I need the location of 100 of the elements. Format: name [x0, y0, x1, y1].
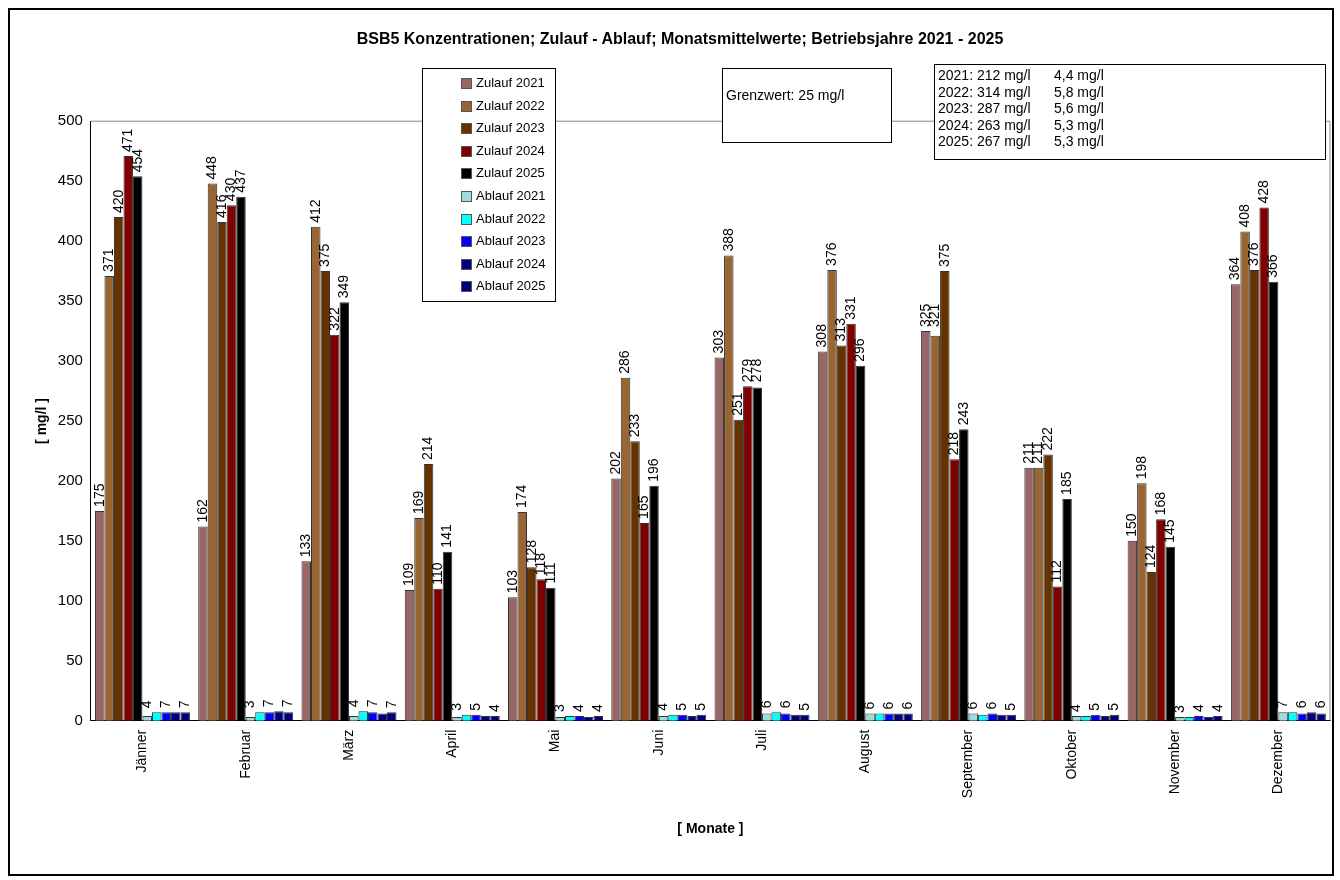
data-label: 366: [1264, 254, 1281, 278]
data-label: 7: [260, 699, 277, 708]
data-label: 3: [551, 703, 568, 712]
y-tick-label: 350: [57, 291, 83, 309]
data-label: 4: [1067, 703, 1084, 712]
data-label: 6: [860, 701, 877, 710]
data-label: 198: [1132, 455, 1149, 480]
data-label: 169: [409, 490, 426, 515]
x-tick-label: April: [443, 729, 460, 758]
data-label: 375: [935, 243, 952, 268]
data-label: 375: [316, 243, 333, 268]
data-label: 5: [1105, 702, 1122, 711]
data-label: 6: [879, 701, 896, 710]
data-label: 322: [325, 307, 342, 331]
data-label: 162: [193, 498, 210, 523]
data-label: 150: [1123, 513, 1140, 537]
x-tick-label: Februar: [236, 729, 253, 779]
data-label: 6: [776, 700, 793, 709]
data-label: 4: [1208, 703, 1225, 712]
data-label: 7: [176, 700, 193, 709]
data-label: 175: [90, 483, 107, 507]
y-tick-label: 400: [57, 231, 83, 249]
data-label: 5: [692, 702, 709, 711]
data-label: 5: [466, 702, 483, 711]
data-label: 202: [606, 450, 623, 475]
legend-label: Zulauf 2025: [475, 164, 546, 183]
data-label: 286: [616, 350, 633, 374]
data-label: 4: [485, 703, 502, 712]
data-label: 4: [1189, 703, 1206, 712]
data-label: 448: [203, 155, 220, 180]
data-label: 371: [100, 248, 117, 272]
legend-label: Zulauf 2022: [475, 96, 546, 115]
data-label: 133: [297, 533, 314, 558]
data-label: 6: [757, 700, 774, 709]
data-label: 4: [138, 700, 155, 709]
data-label: 185: [1057, 471, 1074, 495]
x-tick-label: September: [959, 729, 976, 799]
data-label: 4: [344, 699, 361, 708]
legend-label: Ablauf 2022: [475, 209, 546, 228]
data-label: 196: [644, 458, 661, 482]
data-label: 5: [795, 702, 812, 711]
y-tick-label: 250: [57, 411, 83, 429]
data-label: 243: [954, 401, 971, 426]
data-label: 296: [851, 338, 868, 362]
data-label: 7: [157, 700, 174, 709]
data-label: 376: [822, 242, 839, 266]
x-tick-label: Oktober: [1062, 729, 1079, 780]
legend-label: Ablauf 2021: [475, 186, 546, 205]
data-label: 408: [1235, 203, 1252, 228]
data-label: 428: [1254, 179, 1271, 204]
chart-title: BSB5 Konzentrationen; Zulauf - Ablauf; Monatsmittelwerte; Betriebsjahre 2021 - 2025: [356, 30, 1004, 48]
data-label: 303: [710, 329, 727, 354]
x-tick-label: November: [1165, 729, 1182, 795]
x-tick-label: Dezember: [1269, 729, 1286, 795]
y-tick-label: 500: [57, 111, 83, 129]
data-label: 308: [813, 323, 830, 348]
data-label: 4: [589, 703, 606, 712]
data-label: 214: [419, 436, 436, 461]
data-label: 349: [335, 274, 352, 299]
data-label: 165: [635, 495, 652, 519]
data-label: 388: [719, 227, 736, 252]
data-label: 5: [673, 702, 690, 711]
data-label: 3: [447, 702, 464, 711]
data-label: 4: [570, 703, 587, 712]
y-tick-label: 200: [57, 471, 83, 489]
data-label: 174: [513, 484, 530, 509]
data-label: 6: [964, 701, 981, 710]
x-tick-label: März: [339, 729, 356, 761]
x-tick-label: Mai: [546, 729, 563, 753]
legend-label: Zulauf 2024: [475, 141, 546, 160]
data-label: 7: [382, 700, 399, 709]
legend-label: Ablauf 2025: [475, 277, 546, 296]
data-label: 4: [654, 702, 671, 711]
legend-label: Ablauf 2024: [475, 254, 546, 273]
data-label: 5: [1086, 702, 1103, 711]
text-box: Grenzwert: 25 mg/l: [722, 68, 892, 143]
y-axis-title: [ mg/l ]: [33, 398, 50, 444]
legend-label: Zulauf 2023: [475, 119, 546, 138]
data-label: 218: [945, 431, 962, 456]
data-label: 110: [428, 562, 445, 585]
data-label: 3: [1170, 705, 1187, 714]
data-label: 5: [1002, 702, 1019, 711]
data-label: 6: [898, 701, 915, 710]
y-tick-label: 0: [74, 710, 83, 728]
x-axis-title: [ Monate ]: [677, 820, 744, 837]
data-label: 412: [306, 199, 323, 223]
y-tick-label: 150: [57, 531, 83, 548]
data-label: 7: [1273, 700, 1290, 709]
data-label: 251: [729, 392, 746, 416]
data-label: 109: [400, 562, 417, 587]
data-label: 7: [279, 699, 296, 708]
data-label: 3: [241, 700, 258, 709]
x-tick-label: Jänner: [133, 729, 150, 773]
legend-label: Zulauf 2021: [475, 74, 546, 92]
y-tick-label: 450: [57, 171, 83, 189]
data-label: 364: [1226, 256, 1243, 281]
data-label: 141: [438, 524, 455, 548]
y-tick-label: 100: [57, 590, 83, 608]
data-label: 420: [109, 189, 126, 214]
data-label: 6: [1311, 700, 1328, 709]
